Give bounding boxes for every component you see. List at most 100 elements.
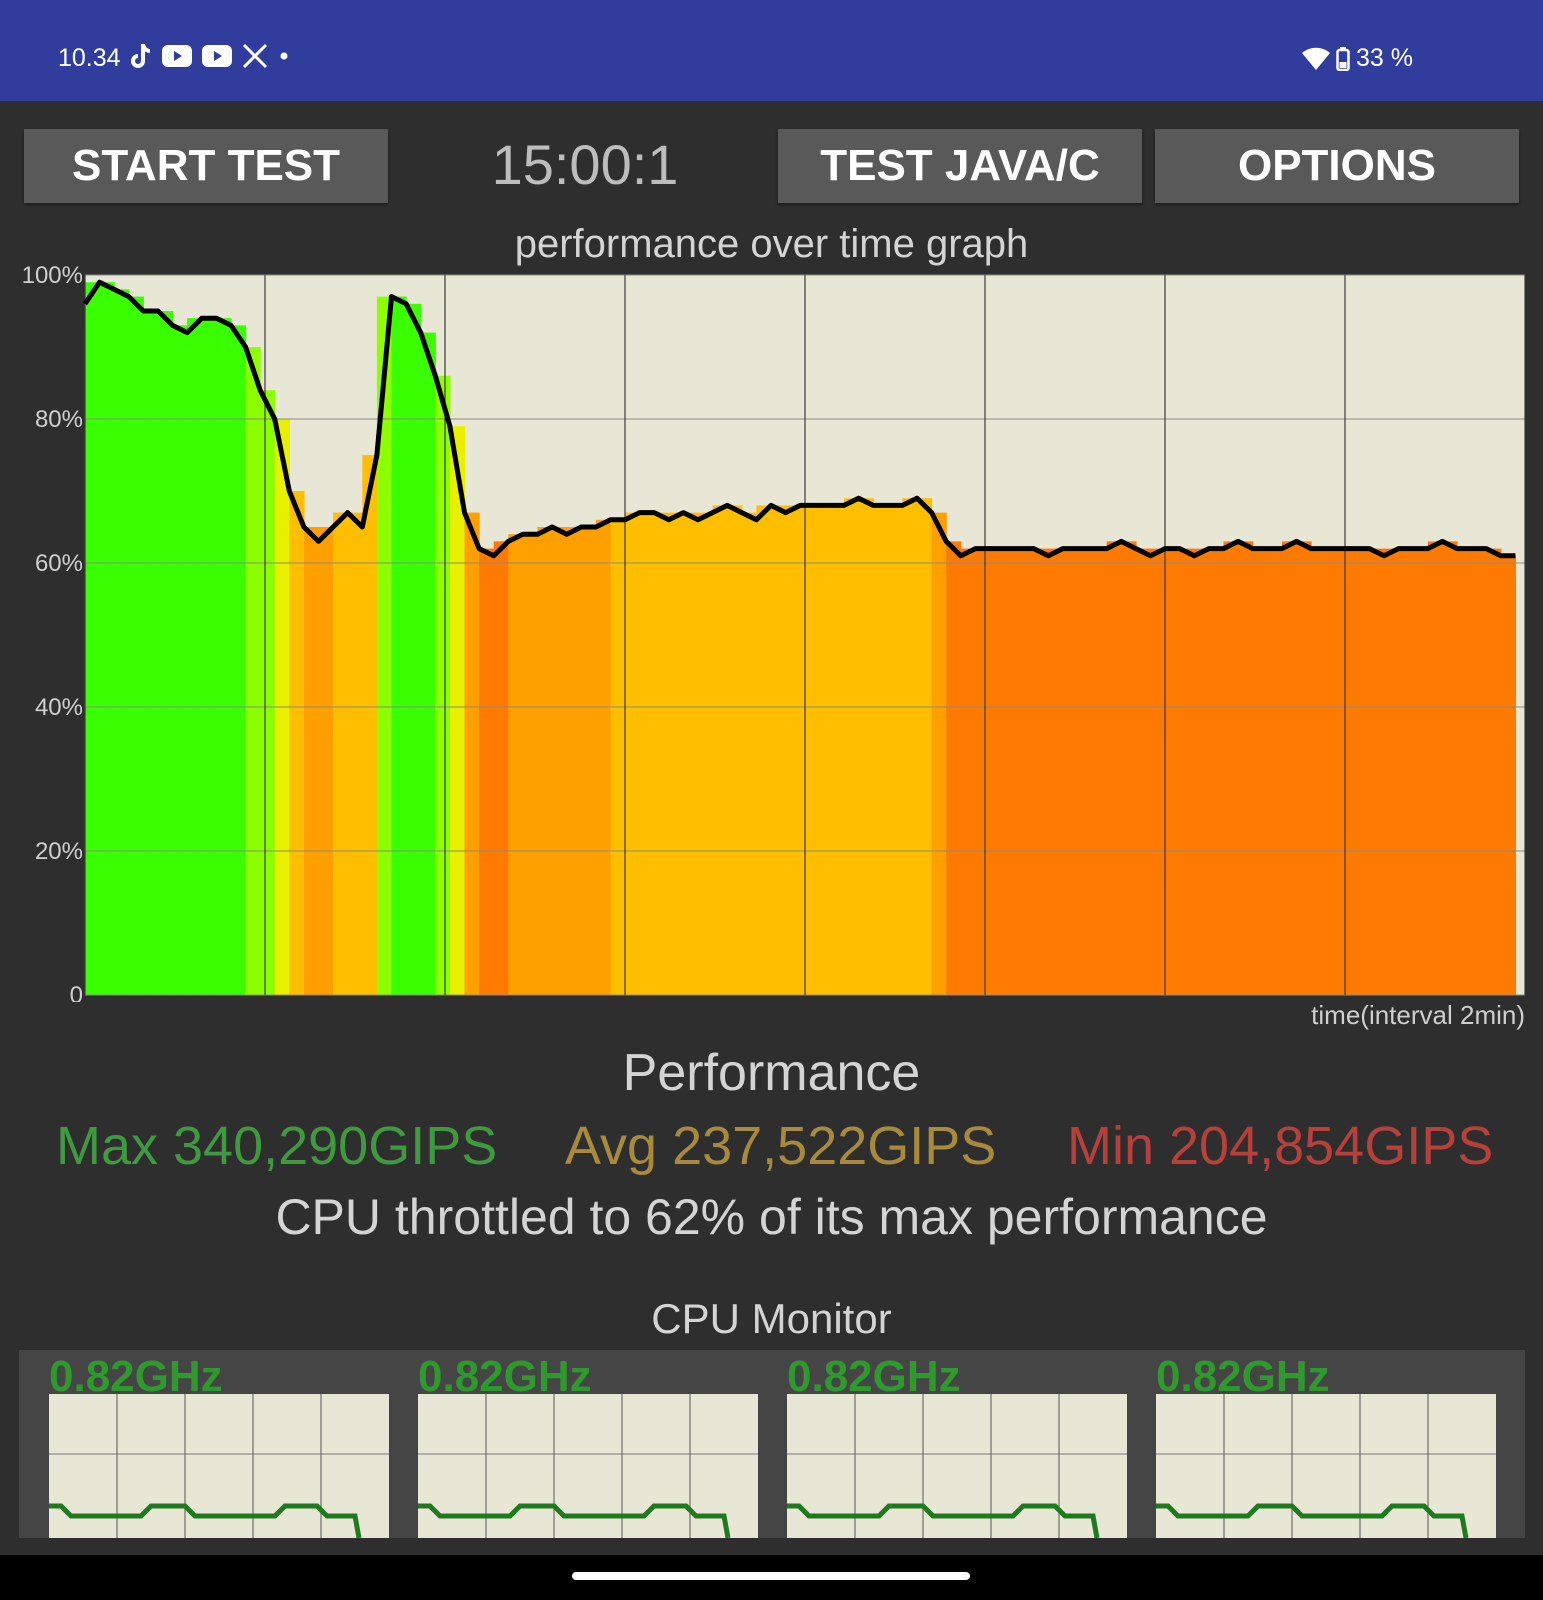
performance-band [814,505,830,995]
performance-band [1267,548,1283,995]
home-gesture-handle[interactable] [572,1572,970,1580]
performance-band [975,548,991,995]
performance-band [1165,548,1181,995]
performance-band [1179,548,1195,995]
status-time: 10.34 [58,44,121,72]
performance-band [1427,541,1444,995]
performance-band [756,505,772,995]
performance-band [99,282,115,995]
performance-band [960,548,976,995]
performance-band [289,491,305,995]
core-frequency: 0.82GHz [418,1352,592,1401]
y-tick-label: 40% [35,694,83,721]
core-graph [787,1394,1127,1538]
throttle-summary: CPU throttled to 62% of its max performa… [275,1189,1268,1245]
cpu-core-0: 0.82GHz [49,1350,389,1538]
performance-band [1384,548,1400,995]
cpu-core-2: 0.82GHz [787,1350,1127,1538]
min-performance: Min 204,854GIPS [1067,1116,1494,1176]
performance-band [85,282,101,995]
test-java-c-button[interactable]: TEST JAVA/C [778,129,1142,203]
battery-icon [1336,46,1350,71]
y-axis-ticks: 100% 80% 60% 40% 20% 0 [22,262,83,1002]
performance-band [552,527,568,995]
performance-band [1486,548,1502,995]
performance-band [1311,548,1327,995]
performance-band [668,512,685,995]
performance-band [114,289,130,995]
performance-band [435,375,451,995]
performance-band [1077,548,1093,995]
y-tick-label: 20% [35,838,83,865]
performance-band [187,318,203,995]
y-tick-label: 100% [22,262,83,289]
performance-band [1457,548,1473,995]
performance-band [1223,541,1239,995]
performance-band [391,296,407,996]
performance-band [1092,548,1108,995]
core-graph [49,1394,389,1538]
x-icon [242,43,268,69]
performance-band [566,527,582,995]
cpu-core-1: 0.82GHz [418,1350,758,1538]
start-test-button[interactable]: START TEST [24,129,388,203]
performance-band [245,347,261,995]
performance-band [683,512,699,995]
performance-band [1238,541,1254,995]
performance-band [1194,548,1210,995]
performance-band [595,519,612,995]
performance-band [1281,541,1298,995]
performance-band [581,527,597,995]
performance-band [537,527,553,995]
performance-band [1004,548,1020,995]
performance-band [303,527,320,995]
tiktok-icon [131,44,150,68]
performance-band [873,505,889,995]
performance-band [508,534,524,995]
performance-band [479,548,495,995]
wifi-icon [1302,47,1330,70]
graph-grid [84,274,1526,996]
performance-band [1340,548,1356,995]
performance-band [143,311,159,995]
performance-band [1442,541,1458,995]
performance-band [1369,548,1385,995]
performance-band [376,296,393,996]
battery-percent: 33 % [1356,44,1413,72]
performance-band [771,505,787,995]
performance-band [902,498,918,995]
performance-band [858,498,874,995]
performance-band [946,541,962,995]
dot-icon [280,52,288,60]
core-frequency: 0.82GHz [1156,1352,1330,1401]
performance-band [406,303,422,995]
core-graph [418,1394,758,1538]
status-right: 33 % [1302,44,1413,73]
performance-band [201,318,217,995]
x-axis-label: time(interval 2min) [1311,1000,1525,1030]
core-frequency-line [1156,1503,1469,1538]
performance-band [347,512,363,995]
core-frequency-line [787,1503,1100,1538]
performance-band [420,332,436,996]
y-tick-label: 80% [35,406,83,433]
max-performance: Max 340,290GIPS [56,1116,498,1176]
performance-band [741,512,758,995]
performance-band [931,512,947,995]
performance-band [1048,548,1064,995]
performance-graph: 100% 80% 60% 40% 20% 0 [22,262,1526,1002]
options-button[interactable]: OPTIONS [1155,129,1519,203]
core-frequency-line [418,1503,731,1538]
performance-band [712,505,728,995]
performance-line [82,279,1516,559]
performance-band [1135,548,1152,995]
performance-band [449,426,466,995]
performance-band [333,512,349,995]
core-frequency: 0.82GHz [49,1352,223,1401]
performance-band [610,519,626,995]
performance-band [887,505,903,995]
performance-band [989,548,1006,995]
performance-band [654,512,670,995]
performance-band [172,325,188,995]
performance-band [318,527,334,995]
